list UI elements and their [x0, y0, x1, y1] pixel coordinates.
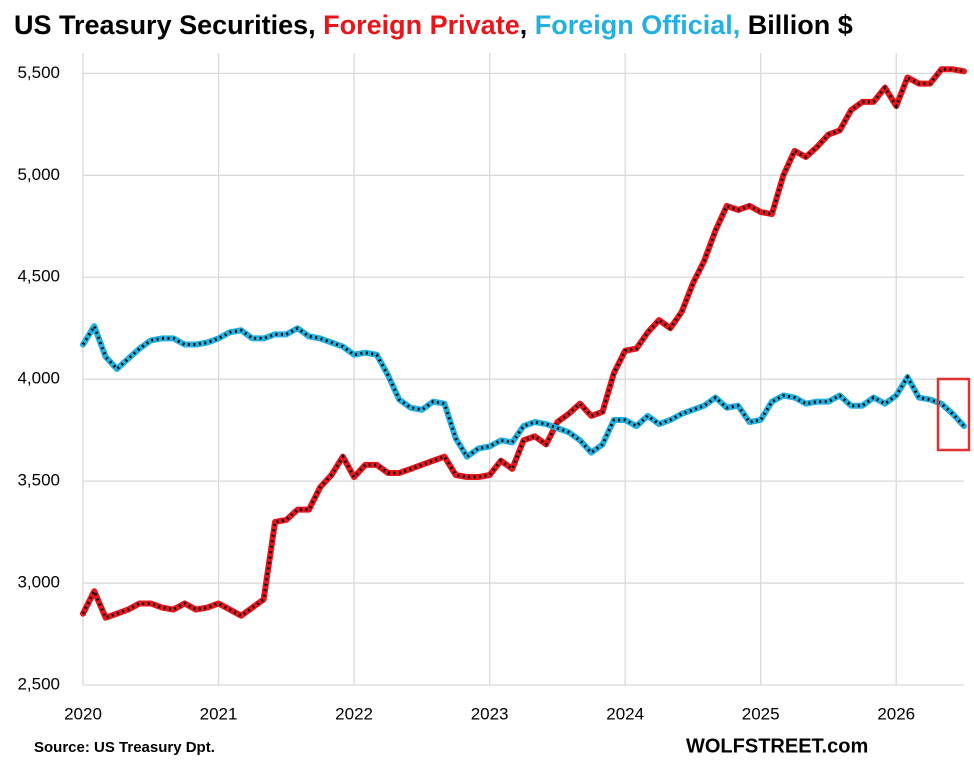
y-tick-label: 4,500: [17, 267, 60, 286]
x-tick-label: 2025: [742, 704, 780, 723]
plot: [80, 66, 967, 621]
y-tick-label: 3,500: [17, 471, 60, 490]
highlight-box: [936, 377, 971, 452]
title-part: Billion $: [740, 10, 853, 40]
title-part: Foreign Official,: [535, 10, 741, 40]
chart-title: US Treasury Securities, Foreign Private,…: [14, 10, 853, 40]
y-tick-label: 2,500: [17, 674, 60, 693]
series-line: [80, 66, 967, 621]
x-tick-label: 2023: [471, 704, 509, 723]
x-tick-label: 2024: [606, 704, 644, 723]
x-tick-label: 2026: [877, 704, 915, 723]
x-tick-label: 2020: [64, 704, 102, 723]
series-dots: [81, 67, 965, 620]
title-part: Foreign Private: [323, 10, 520, 40]
y-tick-label: 5,500: [17, 63, 60, 82]
grid: [82, 53, 964, 686]
brand: WOLFSTREET.com: [686, 735, 868, 757]
x-tick-label: 2021: [200, 704, 238, 723]
x-tick-label: 2022: [335, 704, 373, 723]
source: Source: US Treasury Dpt.: [34, 739, 215, 756]
title-part: US Treasury Securities,: [14, 10, 323, 40]
series-dots: [81, 322, 966, 459]
series-line: [80, 323, 967, 460]
y-tick-label: 4,000: [17, 369, 60, 388]
y-tick-label: 5,000: [17, 165, 60, 184]
title-part: ,: [520, 10, 535, 40]
y-tick-label: 3,000: [17, 573, 60, 592]
